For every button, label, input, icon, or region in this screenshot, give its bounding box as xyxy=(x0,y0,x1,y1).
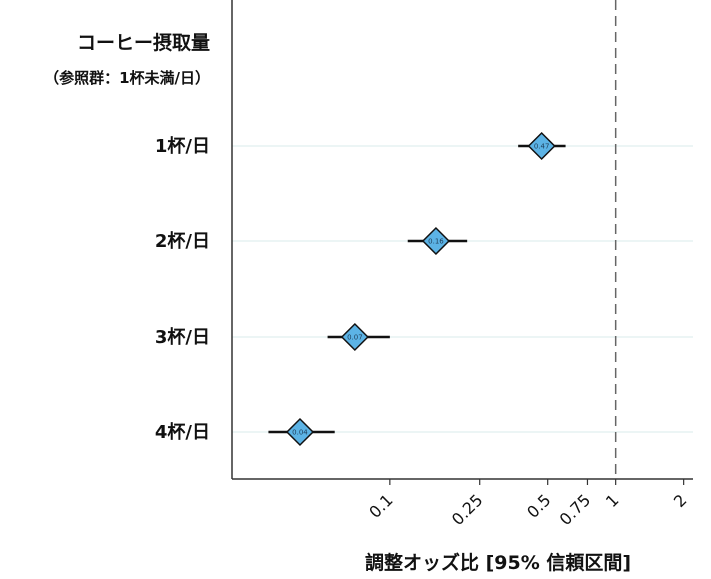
estimate-marker xyxy=(285,417,315,447)
forest-row: 3杯/日 0.07 xyxy=(155,322,390,352)
row-label: 1杯/日 xyxy=(155,135,210,157)
header-title: コーヒー摂取量 xyxy=(77,31,210,54)
x-tick-label: 0.75 xyxy=(556,490,595,529)
x-tick-label: 0.5 xyxy=(523,490,554,521)
x-tick-label: 0.1 xyxy=(365,490,396,521)
forest-rows: 1杯/日 0.47 2杯/日 0.16 3杯/日 0.07 4杯/日 0.04 xyxy=(155,131,566,447)
forest-row: 1杯/日 0.47 xyxy=(155,131,566,161)
estimate-marker xyxy=(421,226,451,256)
row-label: 2杯/日 xyxy=(155,230,210,252)
estimate-label: 0.07 xyxy=(347,334,363,342)
x-tick-label: 2 xyxy=(670,490,691,511)
estimate-label: 0.47 xyxy=(534,143,550,151)
grid-lines xyxy=(232,145,693,433)
estimate-marker xyxy=(340,322,369,352)
x-tick-label: 1 xyxy=(602,490,623,511)
x-axis-ticks: 0.1 0.25 0.5 0.75 1 2 xyxy=(365,479,690,529)
estimate-label: 0.16 xyxy=(428,238,444,246)
forest-row: 4杯/日 0.04 xyxy=(155,417,335,447)
header-reference-note: （参照群：1杯未満/日） xyxy=(44,69,210,87)
estimate-marker xyxy=(527,131,556,161)
estimate-label: 0.04 xyxy=(292,429,308,437)
row-label: 4杯/日 xyxy=(155,421,210,443)
x-tick-label: 0.25 xyxy=(448,490,487,529)
x-axis-title: 調整オッズ比 [95% 信頼区間] xyxy=(365,551,631,574)
forest-row: 2杯/日 0.16 xyxy=(155,226,468,256)
row-label: 3杯/日 xyxy=(155,326,210,348)
